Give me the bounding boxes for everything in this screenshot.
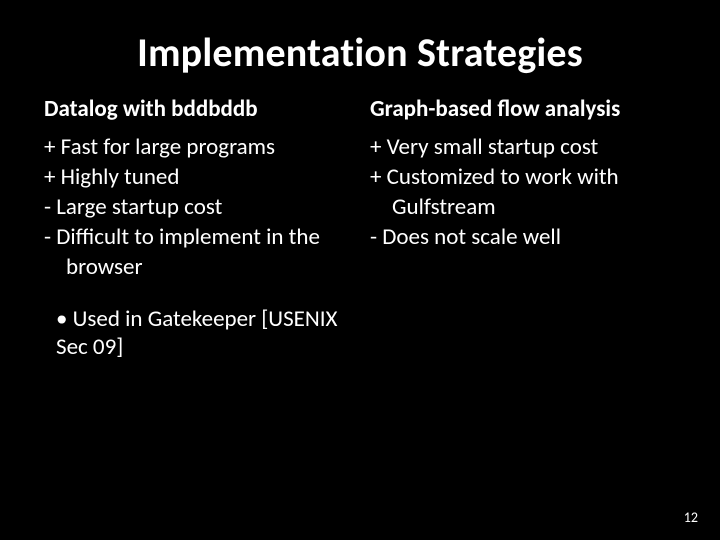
left-point-3: - Large startup cost [44, 193, 350, 221]
left-point-4: - Difficult to implement in the [44, 223, 350, 251]
slide: Implementation Strategies Datalog with b… [0, 0, 720, 540]
footnote-line-2: Sec 09] [44, 333, 676, 361]
footnote-line-1: • Used in Gatekeeper [USENIX [44, 305, 676, 333]
right-point-3: - Does not scale well [370, 223, 676, 251]
left-point-4b: browser [44, 253, 350, 281]
left-heading: Datalog with bddbddb [44, 95, 350, 123]
right-point-1: + Very small startup cost [370, 133, 676, 161]
columns: Datalog with bddbddb + Fast for large pr… [0, 95, 720, 283]
right-point-2: + Customized to work with [370, 163, 676, 191]
right-column: Graph-based flow analysis + Very small s… [370, 95, 676, 283]
left-point-1: + Fast for large programs [44, 133, 350, 161]
right-point-2b: Gulfstream [370, 193, 676, 221]
right-heading: Graph-based flow analysis [370, 95, 676, 123]
page-number: 12 [684, 509, 698, 526]
slide-title: Implementation Strategies [0, 0, 720, 95]
left-point-2: + Highly tuned [44, 163, 350, 191]
left-column: Datalog with bddbddb + Fast for large pr… [44, 95, 350, 283]
footnote: • Used in Gatekeeper [USENIX Sec 09] [0, 305, 720, 361]
